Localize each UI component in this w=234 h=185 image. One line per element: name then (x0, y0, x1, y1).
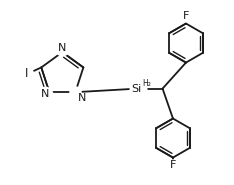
Text: N: N (41, 89, 50, 99)
Text: N: N (58, 43, 66, 53)
Text: I: I (25, 68, 29, 80)
Text: H₂: H₂ (143, 79, 151, 88)
Text: F: F (183, 11, 189, 21)
Text: Si: Si (132, 84, 142, 94)
Text: N: N (77, 93, 86, 103)
Text: F: F (170, 160, 176, 170)
